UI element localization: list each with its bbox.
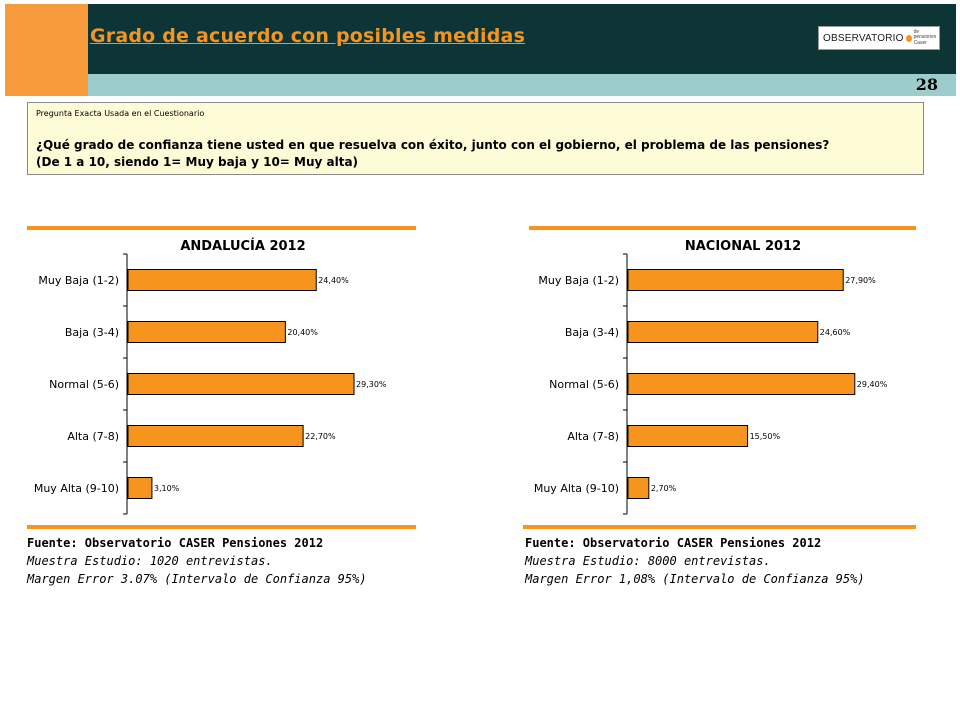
source-note-nacional: Fuente: Observatorio CASER Pensiones 201… bbox=[525, 534, 865, 588]
logo-sub-line-1: de pensiones bbox=[913, 28, 937, 41]
bar-value-label: 24,60% bbox=[820, 328, 851, 337]
bar bbox=[627, 269, 844, 291]
category-label: Baja (3-4) bbox=[565, 326, 619, 339]
title-bar bbox=[88, 4, 956, 74]
logo-sub-line-2: Caser bbox=[913, 39, 927, 46]
bar-value-label: 15,50% bbox=[750, 432, 781, 441]
margin-line: Margen Error 1,08% (Intervalo de Confian… bbox=[525, 572, 865, 586]
bar-value-label: 3,10% bbox=[154, 484, 180, 493]
logo-text: OBSERVATORIO bbox=[823, 32, 904, 44]
bar-value-label: 2,70% bbox=[651, 484, 677, 493]
header-accent-block bbox=[5, 4, 88, 96]
chart-title: NACIONAL 2012 bbox=[685, 239, 801, 254]
chart-rule-bottom-right bbox=[523, 525, 916, 529]
category-label: Alta (7-8) bbox=[567, 430, 619, 443]
category-label: Muy Baja (1-2) bbox=[538, 274, 619, 287]
bar-value-label: 22,70% bbox=[305, 432, 336, 441]
question-line-1: ¿Qué grado de confianza tiene usted en q… bbox=[36, 138, 830, 152]
subtitle-bar bbox=[88, 74, 956, 96]
category-label: Muy Baja (1-2) bbox=[38, 274, 119, 287]
bar bbox=[627, 425, 749, 447]
observatorio-logo: OBSERVATORIO de pensiones Caser bbox=[818, 26, 940, 50]
chart-title: ANDALUCÍA 2012 bbox=[180, 238, 305, 254]
bar bbox=[127, 321, 286, 343]
bar bbox=[127, 425, 304, 447]
question-box: Pregunta Exacta Usada en el Cuestionario… bbox=[27, 102, 924, 175]
category-label: Normal (5-6) bbox=[549, 378, 619, 391]
logo-dot-icon bbox=[905, 34, 912, 42]
bar-value-label: 29,40% bbox=[857, 380, 888, 389]
question-text: ¿Qué grado de confianza tiene usted en q… bbox=[36, 137, 829, 171]
bar bbox=[127, 373, 355, 395]
page-title: Grado de acuerdo con posibles medidas bbox=[90, 25, 526, 47]
chart-rule-bottom-left bbox=[27, 525, 416, 529]
chart-nacional: NACIONAL 2012 Muy Baja (1-2) 27,90% Baja (3… bbox=[534, 239, 888, 515]
bar bbox=[627, 373, 856, 395]
question-label: Pregunta Exacta Usada en el Cuestionario bbox=[36, 109, 205, 118]
chart-rule-top-right bbox=[529, 226, 916, 230]
bar-value-label: 20,40% bbox=[287, 328, 318, 337]
chart-andalucia: ANDALUCÍA 2012 Muy Baja (1-2) 24,40% Baja (… bbox=[34, 238, 387, 515]
bar bbox=[127, 477, 153, 499]
category-label: Muy Alta (9-10) bbox=[534, 482, 619, 495]
category-label: Muy Alta (9-10) bbox=[34, 482, 119, 495]
bar-value-label: 29,30% bbox=[356, 380, 387, 389]
bar-value-label: 24,40% bbox=[318, 276, 349, 285]
logo-subtext: de pensiones Caser bbox=[913, 28, 939, 47]
category-label: Alta (7-8) bbox=[67, 430, 119, 443]
source-line: Fuente: Observatorio CASER Pensiones 201… bbox=[27, 536, 324, 550]
margin-line: Margen Error 3.07% (Intervalo de Confian… bbox=[27, 572, 367, 586]
source-note-andalucia: Fuente: Observatorio CASER Pensiones 201… bbox=[27, 534, 367, 588]
source-line: Fuente: Observatorio CASER Pensiones 201… bbox=[525, 536, 822, 550]
bar bbox=[627, 321, 819, 343]
bar bbox=[627, 477, 650, 499]
page-number: 28 bbox=[915, 75, 938, 94]
sample-line: Muestra Estudio: 8000 entrevistas. bbox=[525, 554, 771, 568]
bar bbox=[127, 269, 317, 291]
chart-rule-top-left bbox=[27, 226, 416, 230]
sample-line: Muestra Estudio: 1020 entrevistas. bbox=[27, 554, 273, 568]
bar-value-label: 27,90% bbox=[845, 276, 876, 285]
category-label: Normal (5-6) bbox=[49, 378, 119, 391]
category-label: Baja (3-4) bbox=[65, 326, 119, 339]
question-line-2: (De 1 a 10, siendo 1= Muy baja y 10= Muy… bbox=[36, 155, 359, 169]
